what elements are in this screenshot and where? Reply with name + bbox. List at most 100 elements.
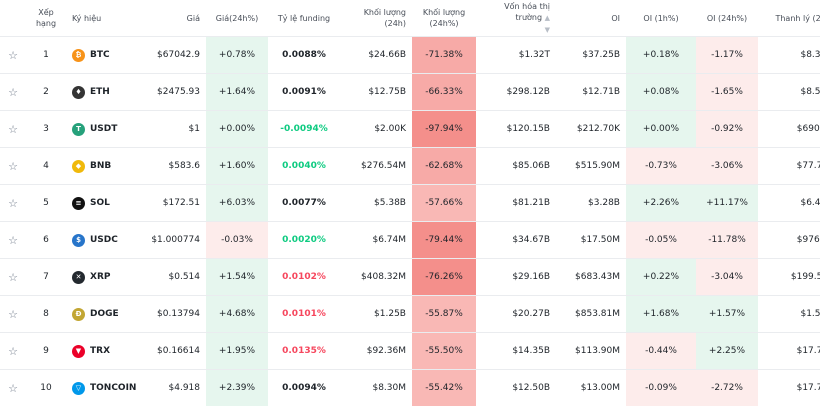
oi-1h-cell: -0.09%	[626, 370, 696, 406]
header-funding[interactable]: Tỷ lệ funding	[268, 0, 340, 37]
liquidation-cell: $6.40M	[758, 185, 820, 222]
table-row[interactable]: ☆ 4 ◆ BNB $583.6 +1.60% 0.0040% $276.54M…	[0, 148, 820, 185]
oi-cell: $17.50M	[556, 222, 626, 259]
volume-change-cell: -55.87%	[412, 296, 476, 333]
funding-cell: 0.0102%	[268, 259, 340, 296]
rank-cell: 3	[26, 111, 66, 148]
oi-24h-cell: -2.72%	[696, 370, 758, 406]
rank-cell: 7	[26, 259, 66, 296]
price-cell: $1.000774	[142, 222, 206, 259]
oi-cell: $212.70K	[556, 111, 626, 148]
symbol-cell[interactable]: ✕ XRP	[66, 259, 142, 296]
symbol-cell[interactable]: ▽ TONCOIN	[66, 370, 142, 406]
price-cell: $2475.93	[142, 74, 206, 111]
volume-cell: $408.32M	[340, 259, 412, 296]
symbol-cell[interactable]: ♦ ETH	[66, 74, 142, 111]
table-row[interactable]: ☆ 3 T USDT $1 +0.00% -0.0094% $2.00K -97…	[0, 111, 820, 148]
header-market-cap[interactable]: Vốn hóa thị trường ▲▼	[476, 0, 556, 37]
favorite-star-icon[interactable]: ☆	[0, 370, 26, 406]
header-oi-24h[interactable]: OI (24h%)	[696, 0, 758, 37]
liquidation-cell: $77.72K	[758, 148, 820, 185]
table-row[interactable]: ☆ 7 ✕ XRP $0.514 +1.54% 0.0102% $408.32M…	[0, 259, 820, 296]
oi-1h-cell: -0.44%	[626, 333, 696, 370]
favorite-star-icon[interactable]: ☆	[0, 148, 26, 185]
header-symbol[interactable]: Ký hiệu	[66, 0, 142, 37]
header-volume-change[interactable]: Khối lượng (24h%)	[412, 0, 476, 37]
header-oi[interactable]: OI	[556, 0, 626, 37]
header-market-cap-label: Vốn hóa thị trường	[504, 2, 550, 22]
volume-cell: $2.00K	[340, 111, 412, 148]
table-row[interactable]: ☆ 10 ▽ TONCOIN $4.918 +2.39% 0.0094% $8.…	[0, 370, 820, 406]
funding-cell: -0.0094%	[268, 111, 340, 148]
tether-icon: T	[72, 123, 85, 136]
table-row[interactable]: ☆ 8 Ð DOGE $0.13794 +4.68% 0.0101% $1.25…	[0, 296, 820, 333]
symbol-cell[interactable]: ◆ BNB	[66, 148, 142, 185]
rank-cell: 1	[26, 37, 66, 74]
bitcoin-icon: ₿	[72, 49, 85, 62]
symbol-label: TONCOIN	[90, 383, 136, 393]
symbol-label: TRX	[90, 346, 110, 356]
header-change[interactable]: Giá(24h%)	[206, 0, 268, 37]
xrp-icon: ✕	[72, 271, 85, 284]
oi-1h-cell: +2.26%	[626, 185, 696, 222]
favorite-star-icon[interactable]: ☆	[0, 37, 26, 74]
favorite-star-icon[interactable]: ☆	[0, 185, 26, 222]
funding-cell: 0.0077%	[268, 185, 340, 222]
oi-cell: $853.81M	[556, 296, 626, 333]
volume-change-cell: -62.68%	[412, 148, 476, 185]
symbol-cell[interactable]: $ USDC	[66, 222, 142, 259]
symbol-label: USDT	[90, 124, 117, 134]
favorite-star-icon[interactable]: ☆	[0, 111, 26, 148]
favorite-star-icon[interactable]: ☆	[0, 333, 26, 370]
change-cell: -0.03%	[206, 222, 268, 259]
table-row[interactable]: ☆ 1 ₿ BTC $67042.9 +0.78% 0.0088% $24.66…	[0, 37, 820, 74]
oi-24h-cell: -3.06%	[696, 148, 758, 185]
oi-24h-cell: -0.92%	[696, 111, 758, 148]
liquidation-cell: $8.33M	[758, 37, 820, 74]
oi-24h-cell: +11.17%	[696, 185, 758, 222]
favorite-star-icon[interactable]: ☆	[0, 74, 26, 111]
change-cell: +4.68%	[206, 296, 268, 333]
rank-cell: 2	[26, 74, 66, 111]
header-volume[interactable]: Khối lượng (24h)	[340, 0, 412, 37]
solana-icon: ≡	[72, 197, 85, 210]
change-cell: +1.95%	[206, 333, 268, 370]
symbol-cell[interactable]: Ð DOGE	[66, 296, 142, 333]
table-row[interactable]: ☆ 6 $ USDC $1.000774 -0.03% 0.0020% $6.7…	[0, 222, 820, 259]
symbol-label: BNB	[90, 161, 111, 171]
table-row[interactable]: ☆ 5 ≡ SOL $172.51 +6.03% 0.0077% $5.38B …	[0, 185, 820, 222]
price-cell: $0.16614	[142, 333, 206, 370]
header-price[interactable]: Giá	[142, 0, 206, 37]
favorite-star-icon[interactable]: ☆	[0, 259, 26, 296]
liquidation-cell: $1.50M	[758, 296, 820, 333]
market-cap-cell: $1.32T	[476, 37, 556, 74]
sort-icon[interactable]: ▲▼	[545, 14, 550, 34]
liquidation-cell: $8.51M	[758, 74, 820, 111]
price-cell: $0.514	[142, 259, 206, 296]
change-cell: +0.00%	[206, 111, 268, 148]
favorite-star-icon[interactable]: ☆	[0, 222, 26, 259]
oi-1h-cell: -0.05%	[626, 222, 696, 259]
table-row[interactable]: ☆ 2 ♦ ETH $2475.93 +1.64% 0.0091% $12.75…	[0, 74, 820, 111]
oi-cell: $683.43M	[556, 259, 626, 296]
symbol-cell[interactable]: T USDT	[66, 111, 142, 148]
volume-change-cell: -71.38%	[412, 37, 476, 74]
oi-24h-cell: +1.57%	[696, 296, 758, 333]
market-cap-cell: $34.67B	[476, 222, 556, 259]
favorite-star-icon[interactable]: ☆	[0, 296, 26, 333]
symbol-cell[interactable]: ≡ SOL	[66, 185, 142, 222]
funding-cell: 0.0040%	[268, 148, 340, 185]
oi-cell: $37.25B	[556, 37, 626, 74]
oi-24h-cell: -1.17%	[696, 37, 758, 74]
volume-cell: $6.74M	[340, 222, 412, 259]
market-cap-cell: $29.16B	[476, 259, 556, 296]
table-row[interactable]: ☆ 9 ▼ TRX $0.16614 +1.95% 0.0135% $92.36…	[0, 333, 820, 370]
header-oi-1h[interactable]: OI (1h%)	[626, 0, 696, 37]
header-liquidation[interactable]: Thanh lý (24h)	[758, 0, 820, 37]
header-rank[interactable]: Xếp hạng	[26, 0, 66, 37]
symbol-cell[interactable]: ▼ TRX	[66, 333, 142, 370]
volume-cell: $5.38B	[340, 185, 412, 222]
symbol-cell[interactable]: ₿ BTC	[66, 37, 142, 74]
market-cap-cell: $298.12B	[476, 74, 556, 111]
